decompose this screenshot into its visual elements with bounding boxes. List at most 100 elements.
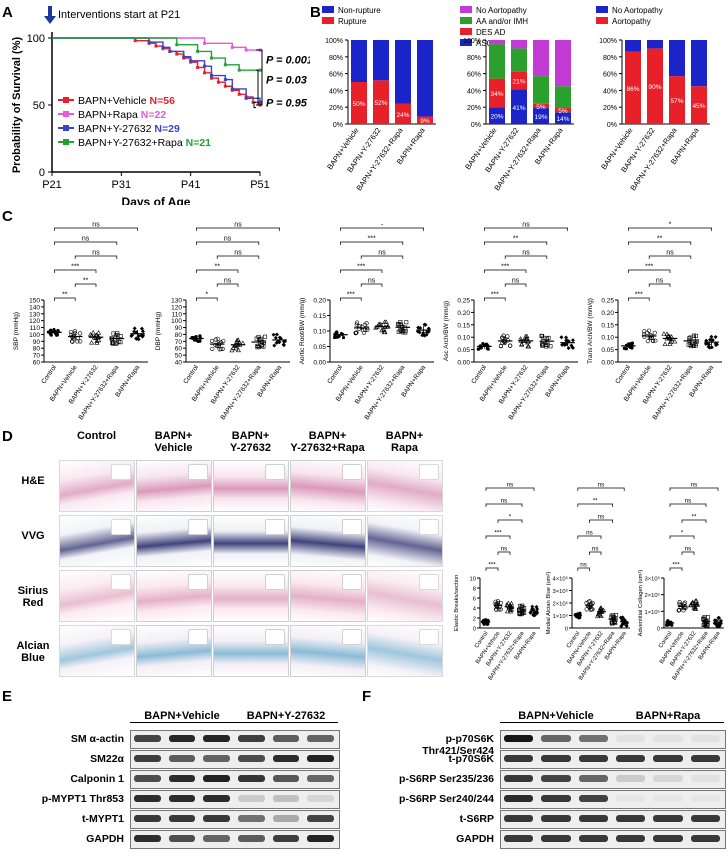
sig-label: *** [71, 264, 79, 271]
blot-row-label: GAPDH [456, 833, 494, 845]
inset-thumbnail [342, 574, 362, 590]
data-point [78, 339, 83, 344]
y-tick-label: 3×10⁵ [645, 576, 661, 583]
data-point [140, 329, 145, 334]
legend-label: BAPN+Rapa N=22 [78, 109, 166, 121]
blot-band [272, 755, 300, 762]
legend-label: No Aortopathy [476, 6, 527, 15]
y-tick-label: 60 [33, 360, 41, 367]
data-point [333, 334, 337, 338]
bar-segment-aa-and-or-imh [555, 86, 571, 109]
sig-label: ** [83, 278, 89, 285]
y-tick-label: 100% [599, 38, 617, 45]
data-point [272, 343, 277, 348]
x-tick-label: Control [326, 364, 344, 386]
sig-bracket [577, 535, 602, 539]
blot-band [238, 795, 265, 802]
inset-thumbnail [111, 464, 131, 480]
bar-value-label: 9% [420, 118, 430, 125]
blot-band [616, 775, 646, 782]
bar-value-label: 86% [626, 86, 639, 93]
sig-label: *** [347, 292, 355, 299]
rupture-stacked-bar-chart: Non-ruptureRupture0%20%40%60%80%100%BAPN… [322, 6, 436, 192]
bar-value-label: 45% [692, 103, 705, 110]
blot-row-label: t-p70S6K [448, 753, 494, 765]
data-point [670, 623, 674, 627]
data-point [712, 621, 717, 626]
p-bracket-2 [256, 69, 259, 106]
y-tick-label: 40 [175, 360, 183, 367]
histology-image [59, 460, 135, 512]
x-tick-label: P21 [42, 179, 62, 191]
y-tick-label: 0.25 [457, 298, 470, 305]
sig-bracket [54, 241, 118, 245]
sig-bracket [216, 283, 239, 287]
data-point [703, 341, 708, 346]
legend-n: N=21 [186, 137, 212, 149]
blot-band [134, 815, 161, 822]
legend-swatch [460, 6, 472, 13]
bar-value-label: 14% [556, 116, 569, 123]
blot-row-label: Calponin 1 [70, 773, 124, 785]
bar-segment-aortopathy [669, 76, 685, 124]
data-point [281, 343, 286, 348]
data-point [650, 338, 655, 343]
y-tick-label: 0.10 [313, 329, 326, 336]
data-point [672, 338, 678, 344]
data-point [111, 331, 116, 336]
y-tick-label: 80% [467, 55, 481, 62]
blot-row-label: t-S6RP [459, 813, 494, 825]
blot-band [690, 735, 720, 742]
bar-segment-rupture [417, 116, 433, 124]
data-point [494, 607, 499, 612]
y-tick-label: 0 [39, 167, 45, 179]
blot-band [616, 815, 646, 822]
blot-band [541, 835, 571, 842]
data-point [403, 328, 408, 333]
bar-segment-aortopathy [625, 51, 641, 125]
bar-segment-des-ad [511, 71, 527, 90]
data-point [273, 335, 278, 340]
blot-band [578, 835, 608, 842]
data-point [705, 615, 710, 620]
blot-strip [500, 790, 726, 809]
histology-column-label: BAPN+ Rapa [385, 430, 424, 454]
blot-band [653, 755, 683, 762]
data-point [221, 338, 226, 344]
data-point [531, 613, 536, 618]
data-point [669, 336, 675, 342]
bar-segment-non-rupture [417, 40, 433, 117]
inset-thumbnail [419, 574, 439, 590]
histology-column-label: BAPN+ Y-27632 [230, 430, 271, 454]
y-tick-label: 0 [657, 627, 660, 633]
data-point [540, 343, 545, 348]
data-point [706, 342, 711, 347]
data-point [545, 342, 550, 347]
censor-mark [223, 78, 227, 82]
data-point [498, 343, 504, 348]
bar-segment-non-rupture [373, 40, 389, 81]
sig-label: ns [598, 482, 605, 489]
data-point [535, 607, 540, 612]
sig-bracket [669, 503, 707, 507]
bar-value-label: 57% [670, 98, 683, 105]
data-point [584, 600, 589, 606]
blot-band [504, 795, 534, 802]
censor-mark [209, 76, 213, 80]
sig-bracket [340, 227, 424, 231]
data-point [196, 339, 200, 344]
data-point [630, 345, 634, 350]
inset-thumbnail [265, 519, 285, 535]
blot-band [168, 775, 196, 782]
sig-label: ns [224, 236, 232, 243]
data-point [509, 606, 515, 612]
blot-band [690, 815, 720, 822]
sig-bracket [74, 255, 118, 259]
data-point [210, 346, 215, 352]
censor-mark [223, 84, 227, 88]
blot-band [203, 775, 230, 782]
data-point [361, 330, 367, 335]
histology-image [367, 460, 443, 512]
